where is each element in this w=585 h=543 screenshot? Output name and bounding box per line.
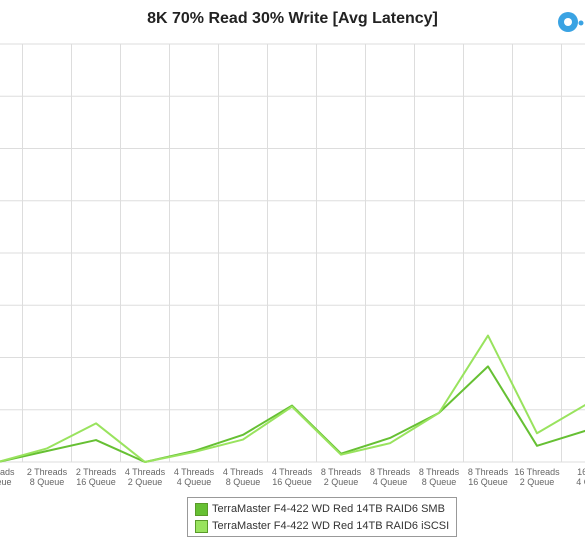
x-tick-label: Threads [0, 467, 15, 477]
x-tick-label: 4 Qu [576, 477, 585, 487]
x-tick-label: 2 Threads [27, 467, 68, 477]
chart-title: 8K 70% Read 30% Write [Avg Latency] [147, 10, 438, 27]
x-tick-label: 8 Queue [30, 477, 65, 487]
series-line-smb [0, 365, 585, 463]
gridlines [0, 43, 585, 463]
x-tick-label: 4 Threads [174, 467, 215, 477]
series-line-iscsi [0, 334, 585, 463]
x-tick-label: 8 Threads [419, 467, 460, 477]
x-tick-label: 4 Threads [223, 467, 264, 477]
x-tick-label: 16 Queue [76, 477, 116, 487]
x-tick-label: 4 Threads [125, 467, 166, 477]
x-tick-label: 2 Threads [76, 467, 117, 477]
legend-label-smb: TerraMaster F4-422 WD Red 14TB RAID6 SMB [212, 503, 445, 515]
x-tick-label: 16 Threads [514, 467, 560, 477]
legend-label-iscsi: TerraMaster F4-422 WD Red 14TB RAID6 iSC… [212, 520, 450, 532]
x-tick-label: 16 Queue [468, 477, 508, 487]
x-tick-label: 4 Queue [373, 477, 408, 487]
x-tick-label: 8 Queue [422, 477, 457, 487]
x-tick-label: 2 Queue [324, 477, 359, 487]
x-tick-label: 2 Queue [128, 477, 163, 487]
x-tick-label: 8 Threads [468, 467, 509, 477]
x-tick-label: Queue [0, 477, 12, 487]
x-tick-label: 8 Queue [226, 477, 261, 487]
chart-legend: TerraMaster F4-422 WD Red 14TB RAID6 SMB… [187, 497, 457, 537]
x-tick-label: 8 Threads [321, 467, 362, 477]
legend-item-iscsi[interactable]: TerraMaster F4-422 WD Red 14TB RAID6 iSC… [195, 518, 449, 534]
x-tick-label: 8 Threads [370, 467, 411, 477]
logo-icon [557, 11, 585, 33]
legend-swatch-iscsi [195, 519, 208, 533]
series-lines [0, 334, 585, 463]
x-tick-label: 2 Queue [520, 477, 555, 487]
legend-swatch-smb [195, 502, 208, 516]
x-tick-label: 16 Queue [272, 477, 312, 487]
x-tick-label: 4 Threads [272, 467, 313, 477]
x-tick-label: 16 T [577, 467, 585, 477]
legend-item-smb[interactable]: TerraMaster F4-422 WD Red 14TB RAID6 SMB [195, 501, 445, 517]
x-tick-label: 4 Queue [177, 477, 212, 487]
